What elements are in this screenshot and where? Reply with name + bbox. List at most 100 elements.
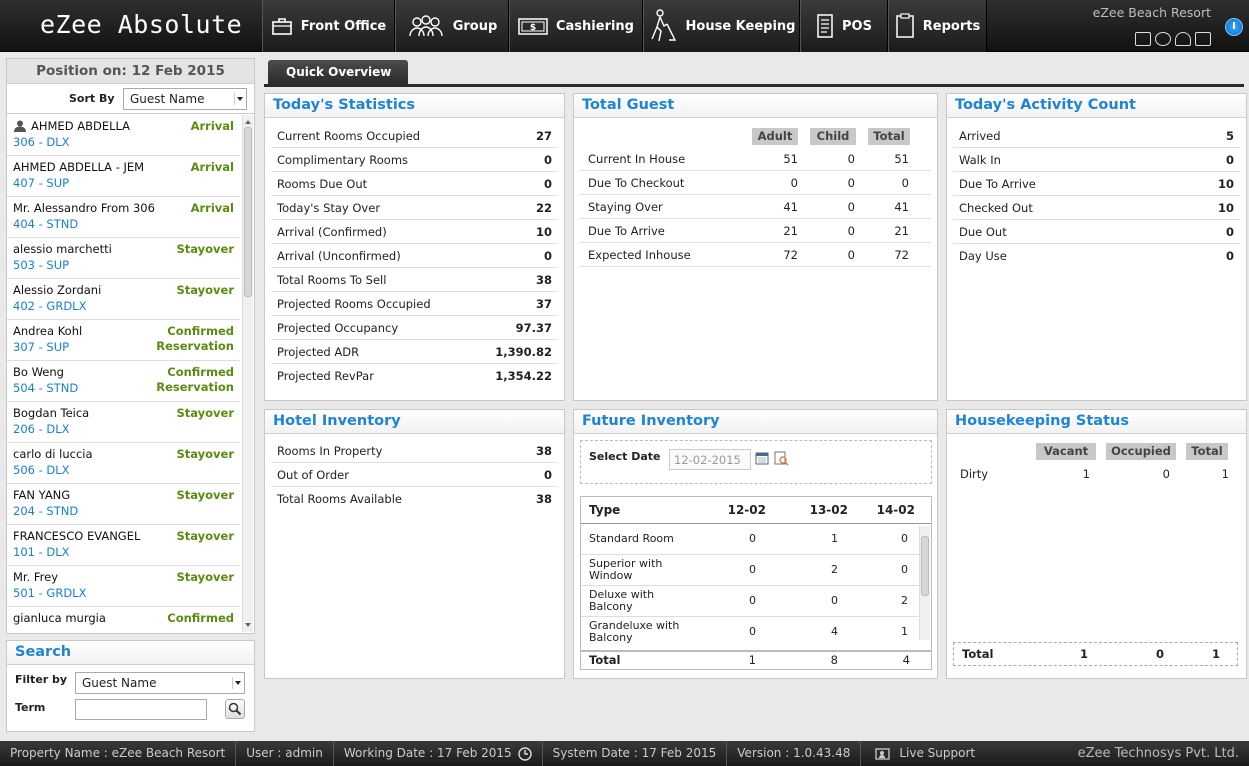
guest-list-item[interactable]: carlo di luccia 506 - DLX Stayover	[7, 443, 240, 484]
menu-housekeeping[interactable]: House Keeping	[643, 0, 800, 52]
guest-list-item[interactable]: FRANCESCO EVANGEL 101 - DLX Stayover	[7, 525, 240, 566]
guest-name: Andrea Kohl	[13, 324, 83, 338]
guest-name: gianluca murgia	[13, 611, 106, 625]
total-value: 1	[1079, 647, 1088, 661]
stat-row: Day Use 0	[953, 244, 1240, 268]
room-view-icon[interactable]	[1135, 32, 1151, 46]
stat-row: Rooms Due Out 0	[271, 172, 558, 196]
column-header: 12-02	[727, 503, 766, 517]
total-guest-row: Current In House 51 0 51	[580, 147, 931, 171]
guest-status: Stayover	[176, 242, 234, 257]
guest-name-row: Andrea Kohl	[13, 324, 240, 338]
calendar-icon[interactable]	[755, 451, 769, 465]
filter-value: Guest Name	[82, 676, 157, 690]
date-input[interactable]	[669, 449, 751, 470]
guest-list-item[interactable]: alessio marchetti 503 - SUP Stayover	[7, 238, 240, 279]
guest-room: 307 - SUP	[13, 340, 70, 354]
term-input[interactable]	[75, 699, 207, 720]
guest-list-item[interactable]: Mr. Frey 501 - GRDLX Stayover	[7, 566, 240, 607]
sort-select[interactable]: Guest Name	[123, 88, 247, 110]
search-button[interactable]	[225, 699, 245, 719]
future-inventory-scrollbar[interactable]	[919, 526, 930, 640]
sort-label: Sort By	[69, 92, 115, 105]
guest-room: 402 - GRDLX	[13, 299, 87, 313]
guest-list-item[interactable]: Andrea Kohl 307 - SUP Confirmed Reservation	[7, 320, 240, 361]
guest-list-item[interactable]: AHMED ABDELLA 306 - DLX Arrival	[7, 115, 240, 156]
guest-status: Stayover	[176, 283, 234, 298]
guest-status-line: Stayover	[176, 529, 234, 543]
guest-list-item[interactable]: Bogdan Teica 206 - DLX Stayover	[7, 402, 240, 443]
guest-room: 206 - DLX	[13, 422, 70, 436]
cell-adult: 41	[783, 199, 798, 214]
row-label: Due To Arrive	[588, 223, 665, 238]
menu-pos[interactable]: POS	[800, 0, 888, 52]
cell-value: 1	[1082, 467, 1090, 481]
row-label: Staying Over	[588, 199, 663, 214]
future-inventory-title: Future Inventory	[574, 410, 937, 434]
guest-status: Arrival	[191, 160, 234, 175]
stat-label: Projected Rooms Occupied	[277, 296, 431, 311]
guest-list-item[interactable]: gianluca murgia Confirmed	[7, 607, 240, 632]
guest-list-item[interactable]: Alessio Zordani 402 - GRDLX Stayover	[7, 279, 240, 320]
stat-row: Today's Stay Over 22	[271, 196, 558, 220]
stat-value: 1,390.82	[495, 344, 552, 359]
scroll-thumb[interactable]	[244, 127, 252, 297]
guest-list-item[interactable]: Bo Weng 504 - STND Confirmed Reservation	[7, 361, 240, 402]
guest-list-item[interactable]: FAN YANG 204 - STND Stayover	[7, 484, 240, 525]
room-type: Deluxe with Balcony	[589, 588, 655, 613]
menu-group[interactable]: Group	[395, 0, 509, 52]
guest-status-line: Stayover	[176, 406, 234, 420]
scroll-thumb[interactable]	[921, 536, 929, 596]
total-value: 8	[830, 653, 838, 667]
guest-name-row: Bogdan Teica	[13, 406, 240, 420]
future-inventory-panel: Future Inventory Select Date Type 12-02 …	[573, 409, 938, 679]
user-icon	[14, 120, 26, 132]
menu-reports[interactable]: Reports	[888, 0, 987, 52]
reports-icon	[896, 13, 914, 38]
menu-front-office[interactable]: Front Office	[262, 0, 395, 52]
guest-name: FRANCESCO EVANGEL	[13, 529, 141, 543]
eye-icon[interactable]	[1155, 32, 1171, 46]
app-logo: eZee Absolute	[40, 10, 243, 39]
stat-value: 0	[1225, 249, 1234, 263]
stat-row: Total Rooms To Sell 38	[271, 268, 558, 292]
power-icon[interactable]	[1225, 18, 1243, 36]
scroll-up-icon[interactable]	[245, 117, 251, 124]
live-support-link[interactable]: Live Support	[861, 741, 985, 766]
stat-label: Projected ADR	[277, 344, 360, 359]
stat-label: Checked Out	[959, 200, 1033, 215]
cell-value: 1	[1221, 467, 1229, 481]
guest-name: Bo Weng	[13, 365, 64, 379]
menu-cashiering[interactable]: $ Cashiering	[509, 0, 643, 52]
menu-label: Front Office	[300, 18, 387, 34]
cell-child: 0	[847, 223, 855, 238]
tab-quick-overview[interactable]: Quick Overview	[268, 60, 408, 84]
stat-row: Arrived 5	[953, 124, 1240, 148]
stat-label: Complimentary Rooms	[277, 152, 409, 167]
guest-room: 504 - STND	[13, 381, 79, 395]
cell-child: 0	[847, 247, 855, 262]
stat-value: 22	[535, 200, 552, 215]
stat-label: Projected RevPar	[277, 369, 374, 383]
column-header: Total	[868, 128, 910, 145]
guest-list-item[interactable]: Mr. Alessandro From 306 404 - STND Arrival	[7, 197, 240, 238]
cell-total: 41	[894, 199, 909, 214]
cell-value: 0	[749, 594, 756, 607]
cell-value: 2	[831, 563, 838, 576]
stat-value: 38	[535, 272, 552, 287]
guest-list-scrollbar[interactable]	[242, 115, 253, 632]
stat-label: Out of Order	[277, 467, 349, 482]
grid-icon[interactable]	[1195, 32, 1211, 46]
housekeeping-status-panel: Housekeeping Status Vacant Occupied Tota…	[946, 409, 1247, 679]
activity-count-title: Today's Activity Count	[947, 94, 1246, 118]
future-inventory-table: Type 12-02 13-02 14-02 Standard Room 0 1 0 S…	[580, 496, 932, 652]
column-header: Type	[589, 503, 621, 517]
search-date-icon[interactable]	[774, 451, 790, 467]
guest-name-row: FAN YANG	[13, 488, 240, 502]
dashboard-icon[interactable]	[1175, 32, 1191, 46]
scroll-down-icon[interactable]	[245, 623, 251, 630]
filter-select[interactable]: Guest Name	[75, 672, 245, 694]
row-label: Expected Inhouse	[588, 247, 691, 262]
guest-status-line: Confirmed	[167, 365, 234, 379]
guest-list-item[interactable]: AHMED ABDELLA - JEM 407 - SUP Arrival	[7, 156, 240, 197]
